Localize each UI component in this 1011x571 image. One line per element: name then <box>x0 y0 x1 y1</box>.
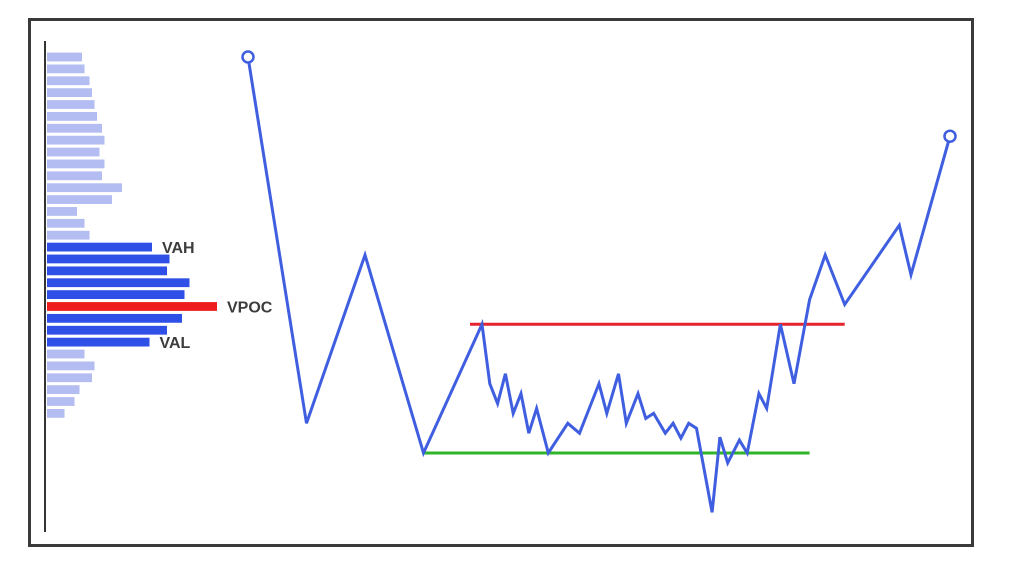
profile-bar <box>47 183 122 193</box>
profile-bar <box>47 242 152 252</box>
profile-bar <box>47 278 190 288</box>
profile-bar <box>47 88 92 98</box>
profile-bar <box>47 76 90 86</box>
profile-bar <box>47 385 80 395</box>
profile-bar <box>47 325 167 335</box>
profile-bar <box>47 64 85 74</box>
vah-label: VAH <box>162 240 195 257</box>
profile-bar <box>47 397 75 406</box>
profile-bar <box>47 159 105 169</box>
chart-frame: VAH VPOC VAL <box>28 18 974 547</box>
profile-bar <box>47 195 112 204</box>
profile-bar <box>47 100 95 109</box>
vpoc-label: VPOC <box>227 299 273 316</box>
profile-bar <box>47 373 92 383</box>
profile-bar <box>47 171 102 181</box>
profile-bar <box>47 123 102 133</box>
profile-bar <box>47 230 90 240</box>
profile-bar <box>47 361 95 371</box>
volume-profile-bars <box>47 52 217 418</box>
profile-bar <box>47 337 150 347</box>
profile-bar <box>47 207 77 216</box>
profile-bar <box>47 409 65 418</box>
profile-bar <box>47 349 85 359</box>
profile-bar <box>47 313 182 323</box>
profile-bar <box>47 112 97 121</box>
profile-bar <box>47 135 105 145</box>
profile-bar <box>47 290 185 299</box>
start-point-marker <box>241 50 255 64</box>
end-point-marker <box>943 129 957 143</box>
profile-bar <box>47 266 167 276</box>
val-label: VAL <box>160 335 191 352</box>
profile-bar <box>47 254 170 264</box>
profile-bar <box>47 52 82 62</box>
profile-bar <box>47 218 85 228</box>
poc-bar <box>47 302 217 311</box>
market-profile-chart: VAH VPOC VAL <box>44 41 957 532</box>
price-line <box>246 56 952 513</box>
profile-bar <box>47 147 100 157</box>
